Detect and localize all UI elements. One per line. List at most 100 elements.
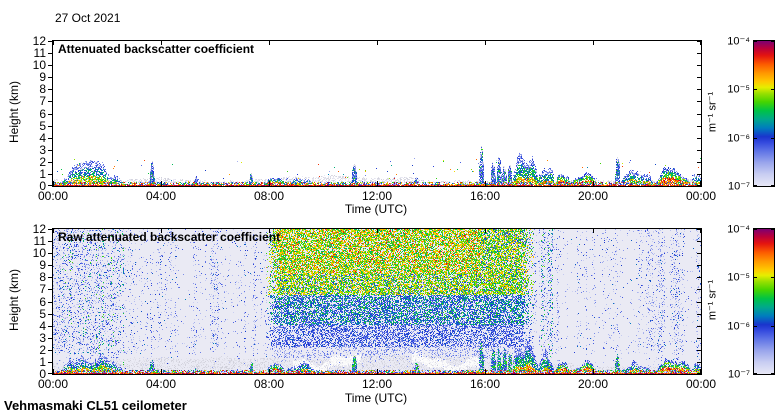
y-tick-left [48,77,52,78]
station-label: Vehmasmaki CL51 ceilometer [4,398,187,413]
y-tick-left [48,53,52,54]
raw-y-axis-label: Height (km) [7,268,21,332]
y-tick-left [48,229,52,230]
x-tick-label: 00:00 [37,377,69,391]
colorbar-tick [754,373,757,374]
colorbar-tick [754,229,757,230]
colorbar-tick [771,325,774,327]
y-tick-left [48,362,52,363]
colorbar-gradient [754,41,774,186]
y-tick-label: 3 [39,143,46,157]
x-tick-top [53,41,54,45]
x-tick-label: 16:00 [469,189,501,203]
attenuated-heatmap-canvas [53,41,701,186]
y-tick-right [697,126,701,127]
colorbar-tick-label: 10⁻⁵ [727,83,750,96]
x-tick-bottom [377,181,378,186]
y-tick-right [697,373,701,374]
y-tick-right [697,162,701,163]
y-tick-right [697,241,701,242]
y-tick-right [697,338,701,339]
y-tick-label: 4 [39,131,46,145]
raw-panel: Raw attenuated backscatter coefficient 0… [33,222,716,391]
y-tick-label: 11 [33,46,46,60]
x-tick-label: 16:00 [469,377,501,391]
x-tick-top [161,229,162,233]
y-tick-label: 11 [33,234,46,248]
x-tick-label: 00:00 [37,189,69,203]
colorbar-tick [771,137,774,139]
colorbar-tick-label: 10⁻⁴ [727,223,750,236]
y-tick-label: 7 [39,282,46,296]
y-tick-label: 5 [39,119,46,133]
y-tick-label: 1 [39,355,46,369]
attenuated-colorbar: 10⁻⁴ 10⁻⁵ 10⁻⁶ 10⁻⁷ [727,36,775,193]
x-tick-top [485,41,486,45]
y-tick-label: 4 [39,319,46,333]
x-tick-top [377,229,378,233]
y-tick-right [697,265,701,266]
colorbar-tick [771,229,774,230]
y-tick-label: 10 [32,246,46,260]
x-tick-label: 00:00 [685,377,717,391]
raw-panel-title: Raw attenuated backscatter coefficient [58,230,281,244]
y-tick-right [697,77,701,78]
y-tick-label: 2 [39,343,46,357]
y-tick-left [48,302,52,303]
x-tick-top [700,41,701,45]
y-tick-right [697,350,701,351]
x-tick-bottom [53,369,54,374]
y-tick-right [697,362,701,363]
y-tick-right [697,277,701,278]
colorbar-tick [754,277,757,279]
raw-colorbar-units: m⁻¹ sr⁻¹ [706,279,719,321]
y-tick-left [48,41,52,42]
colorbar-tick-label: 10⁻⁶ [727,320,750,333]
y-tick-left [48,253,52,254]
y-tick-label: 5 [39,307,46,321]
x-tick-label: 20:00 [577,377,609,391]
y-tick-label: 7 [39,94,46,108]
y-tick-left [48,126,52,127]
colorbar-tick [771,373,774,374]
y-tick-label: 0 [39,179,46,193]
attenuated-panel-title: Attenuated backscatter coefficient [58,42,255,56]
x-tick-bottom [53,181,54,186]
y-tick-label: 0 [39,367,46,381]
y-tick-right [697,138,701,139]
y-tick-left [48,101,52,102]
colorbar-tick [771,41,774,42]
y-tick-right [697,89,701,90]
x-tick-top [593,41,594,45]
x-tick-top [269,229,270,233]
y-tick-right [697,326,701,327]
x-tick-label: 20:00 [577,189,609,203]
y-tick-label: 2 [39,155,46,169]
x-tick-label: 12:00 [361,189,393,203]
x-tick-bottom [269,181,270,186]
y-tick-label: 1 [39,167,46,181]
x-tick-bottom [593,369,594,374]
y-tick-left [48,241,52,242]
x-tick-top [269,41,270,45]
y-tick-left [48,338,52,339]
y-tick-left [48,185,52,186]
colorbar-tick [754,89,757,91]
raw-x-axis-label: Time (UTC) [344,391,408,405]
x-tick-label: 04:00 [145,189,177,203]
x-tick-label: 00:00 [685,189,717,203]
y-tick-right [697,229,701,230]
x-tick-bottom [700,369,701,374]
y-tick-left [48,289,52,290]
colorbar-tick [754,41,757,42]
colorbar-tick-label: 10⁻⁴ [727,35,750,48]
y-tick-right [697,114,701,115]
y-tick-right [697,65,701,66]
colorbar-tick-label: 10⁻⁷ [727,368,750,381]
y-tick-label: 9 [39,258,46,272]
colorbar-tick-label: 10⁻⁷ [727,180,750,193]
y-tick-label: 3 [39,331,46,345]
y-tick-label: 12 [32,34,46,48]
colorbar-tick-label: 10⁻⁵ [727,271,750,284]
